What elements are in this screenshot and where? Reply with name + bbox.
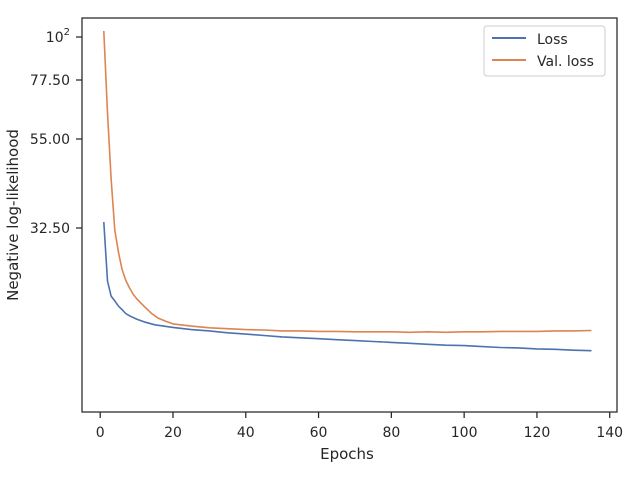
x-tick-label: 100 bbox=[451, 425, 478, 441]
y-tick-label: 102 bbox=[46, 27, 70, 46]
plot-area bbox=[81, 17, 618, 413]
series-layer bbox=[103, 30, 592, 352]
x-tick-label: 120 bbox=[524, 425, 551, 441]
y-axis: 32.50 55.00 77.50 102 bbox=[30, 27, 82, 237]
legend-label-val-loss: Val. loss bbox=[537, 54, 594, 70]
x-tick-label: 80 bbox=[382, 425, 400, 441]
y-tick-label: 77.50 bbox=[30, 73, 70, 89]
legend-label-loss: Loss bbox=[537, 32, 568, 48]
x-tick-label: 60 bbox=[310, 425, 328, 441]
y-tick-label: 55.00 bbox=[30, 132, 70, 148]
series-line-loss bbox=[103, 222, 592, 352]
plot-frame bbox=[81, 17, 618, 413]
y-axis-label: Negative log-likelihood bbox=[4, 129, 22, 301]
x-tick-label: 140 bbox=[596, 425, 623, 441]
legend: Loss Val. loss bbox=[483, 25, 606, 77]
x-tick-label: 0 bbox=[96, 425, 105, 441]
x-axis-label: Epochs bbox=[320, 445, 374, 463]
x-tick-label: 20 bbox=[164, 425, 182, 441]
x-tick-label: 40 bbox=[237, 425, 255, 441]
series-line-val-loss bbox=[103, 30, 592, 334]
x-axis: 0 20 40 60 80 100 120 140 bbox=[96, 412, 623, 441]
y-tick-label: 32.50 bbox=[30, 221, 70, 237]
